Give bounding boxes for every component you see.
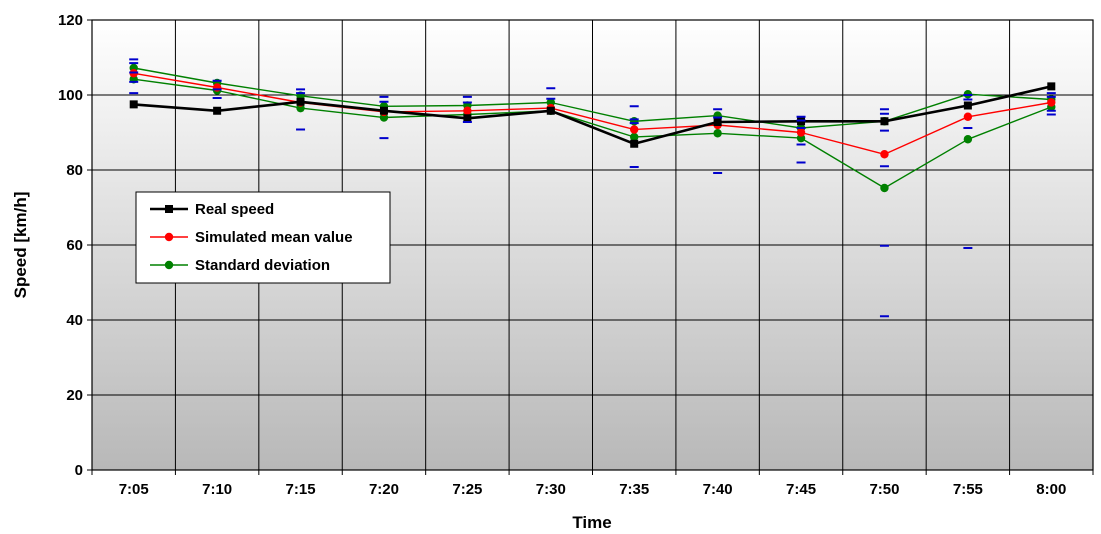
standard-deviation-lower-point	[713, 129, 722, 138]
real-speed-point	[963, 101, 972, 110]
x-tick-label: 7:20	[369, 481, 399, 498]
legend: Real speed Simulated mean value Standard d…	[135, 191, 391, 284]
legend-label-standard-deviation: Standard deviation	[195, 257, 330, 274]
axes: 0 20 40 60 80 100 120 7:05 7:10 7:15 7:20 7:25 7:30 7…	[58, 12, 1094, 498]
standard-deviation-lower-point	[880, 183, 889, 193]
legend-label-real-speed: Real speed	[195, 201, 274, 218]
real-speed-point	[1047, 82, 1056, 91]
range-markers	[129, 58, 1056, 318]
x-tick-label: 7:55	[953, 481, 983, 498]
standard-deviation-lower-line	[133, 78, 1052, 189]
simulated-mean-value-point	[463, 106, 472, 115]
simulated-mean-value-point	[796, 128, 806, 137]
y-tick-label: 40	[66, 312, 83, 329]
real-speed-point	[546, 106, 555, 115]
x-axis-title: Time	[572, 513, 611, 532]
series	[129, 63, 1056, 193]
y-axis-title: Speed [km/h]	[11, 192, 30, 299]
standard-deviation-point	[630, 117, 639, 126]
x-tick-label: 8:00	[1036, 481, 1066, 498]
x-tick-label: 7:50	[869, 481, 899, 498]
y-tick-label: 60	[66, 237, 83, 254]
real-speed-point	[379, 106, 388, 115]
simulated-mean-value-point	[963, 112, 973, 121]
legend-swatch-marker-standard-deviation	[164, 260, 174, 270]
real-speed-point	[213, 106, 222, 115]
y-tick-label: 0	[75, 462, 83, 479]
x-tick-label: 7:05	[119, 481, 149, 498]
real-speed-point	[880, 117, 889, 126]
standard-deviation-lower-point	[963, 135, 973, 144]
simulated-mean-value-point	[630, 125, 639, 134]
real-speed-point	[713, 118, 722, 126]
x-tick-label: 7:30	[536, 481, 566, 498]
x-tick-label: 7:40	[703, 481, 733, 498]
x-tick-label: 7:10	[202, 481, 232, 498]
y-tick-label: 120	[58, 12, 83, 29]
y-tick-label: 100	[58, 87, 83, 104]
x-tick-label: 7:35	[619, 481, 649, 498]
x-tick-label: 7:25	[452, 481, 482, 498]
real-speed-point	[296, 97, 305, 106]
legend-label-simulated-mean-value: Simulated mean value	[195, 229, 353, 246]
x-tick-label: 7:45	[786, 481, 816, 498]
standard-deviation-line	[133, 67, 1052, 129]
legend-swatch-marker-real-speed	[165, 205, 173, 213]
legend-swatch-marker-simulated-mean-value	[164, 232, 174, 242]
real-speed-line	[133, 85, 1052, 146]
simulated-mean-value-point	[880, 150, 889, 159]
real-speed-point	[463, 114, 472, 123]
y-tick-label: 80	[66, 162, 83, 179]
simulated-mean-value-point	[1047, 98, 1056, 107]
real-speed-point	[129, 100, 138, 109]
simulated-mean-value-point	[212, 83, 222, 92]
standard-deviation-lower-point	[630, 132, 639, 142]
x-tick-label: 7:15	[286, 481, 316, 498]
simulated-mean-value-line	[133, 72, 1052, 156]
y-tick-label: 20	[66, 387, 83, 404]
real-speed-point	[630, 139, 639, 148]
